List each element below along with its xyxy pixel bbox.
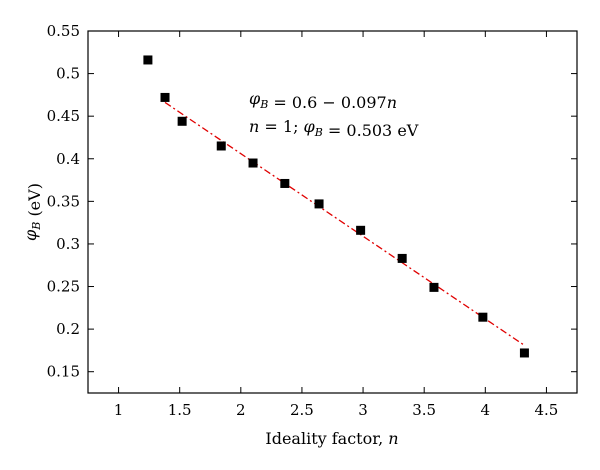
data-point xyxy=(280,178,290,188)
y-tick-label: 0.5 xyxy=(56,65,80,83)
data-point xyxy=(216,141,226,151)
x-tick-label: 2 xyxy=(236,401,246,419)
fit-line xyxy=(164,101,525,346)
data-point xyxy=(248,158,258,168)
x-tick-label: 1 xyxy=(114,401,124,419)
x-tick-label: 1.5 xyxy=(168,401,192,419)
text-part: Ideality factor, xyxy=(265,429,388,448)
y-tick-label: 0.55 xyxy=(47,22,80,40)
text-part: = 0.503 eV xyxy=(323,121,419,140)
y-tick-label: 0.4 xyxy=(56,150,80,168)
data-point xyxy=(177,116,187,126)
text-part: φ xyxy=(249,89,261,108)
data-point xyxy=(143,55,153,65)
y-axis-title: φB (eV) xyxy=(21,183,44,241)
y-tick-label: 0.15 xyxy=(47,363,80,381)
x-tick-label: 3 xyxy=(358,401,368,419)
x-tick-label: 4 xyxy=(481,401,491,419)
data-point xyxy=(160,92,170,102)
annotation-text: n = 1; φB = 0.503 eV xyxy=(249,117,419,140)
text-part: B xyxy=(30,222,43,231)
text-part: (eV) xyxy=(25,183,44,222)
x-tick-label: 4.5 xyxy=(535,401,559,419)
text-part: B xyxy=(314,126,323,139)
y-tick-label: 0.2 xyxy=(56,320,80,338)
data-point xyxy=(314,199,324,209)
y-tick-label: 0.35 xyxy=(47,192,80,210)
fit-line-group xyxy=(164,101,525,346)
data-point xyxy=(519,348,529,358)
data-point xyxy=(478,312,488,322)
text-part: = 0.6 − 0.097 xyxy=(268,93,386,112)
text-part: φ xyxy=(21,229,40,241)
y-tick-label: 0.45 xyxy=(47,107,80,125)
x-axis-title: Ideality factor, n xyxy=(265,429,398,448)
data-point xyxy=(429,282,439,292)
x-tick-label: 3.5 xyxy=(412,401,436,419)
x-tick-label: 2.5 xyxy=(290,401,314,419)
y-tick-label: 0.3 xyxy=(56,235,80,253)
data-point xyxy=(397,253,407,263)
data-points xyxy=(143,55,529,358)
plot-frame xyxy=(87,30,578,394)
text-part: φ xyxy=(304,117,316,136)
tick-labels: 1 1.5 2 2.5 3 3.5 4 4.5 0.15 0.2 0.25 0.3 0.35 0.4 0.4… xyxy=(47,22,559,419)
text-part: n xyxy=(387,93,397,112)
text-part: B xyxy=(259,98,268,111)
text-part: n xyxy=(249,117,259,136)
data-point xyxy=(356,225,366,235)
axis-ticks xyxy=(88,30,577,393)
text-part: n xyxy=(388,429,398,448)
y-tick-label: 0.25 xyxy=(47,278,80,296)
text-part: = 1; xyxy=(259,117,303,136)
annotation-text: φB = 0.6 − 0.097n xyxy=(249,89,397,112)
